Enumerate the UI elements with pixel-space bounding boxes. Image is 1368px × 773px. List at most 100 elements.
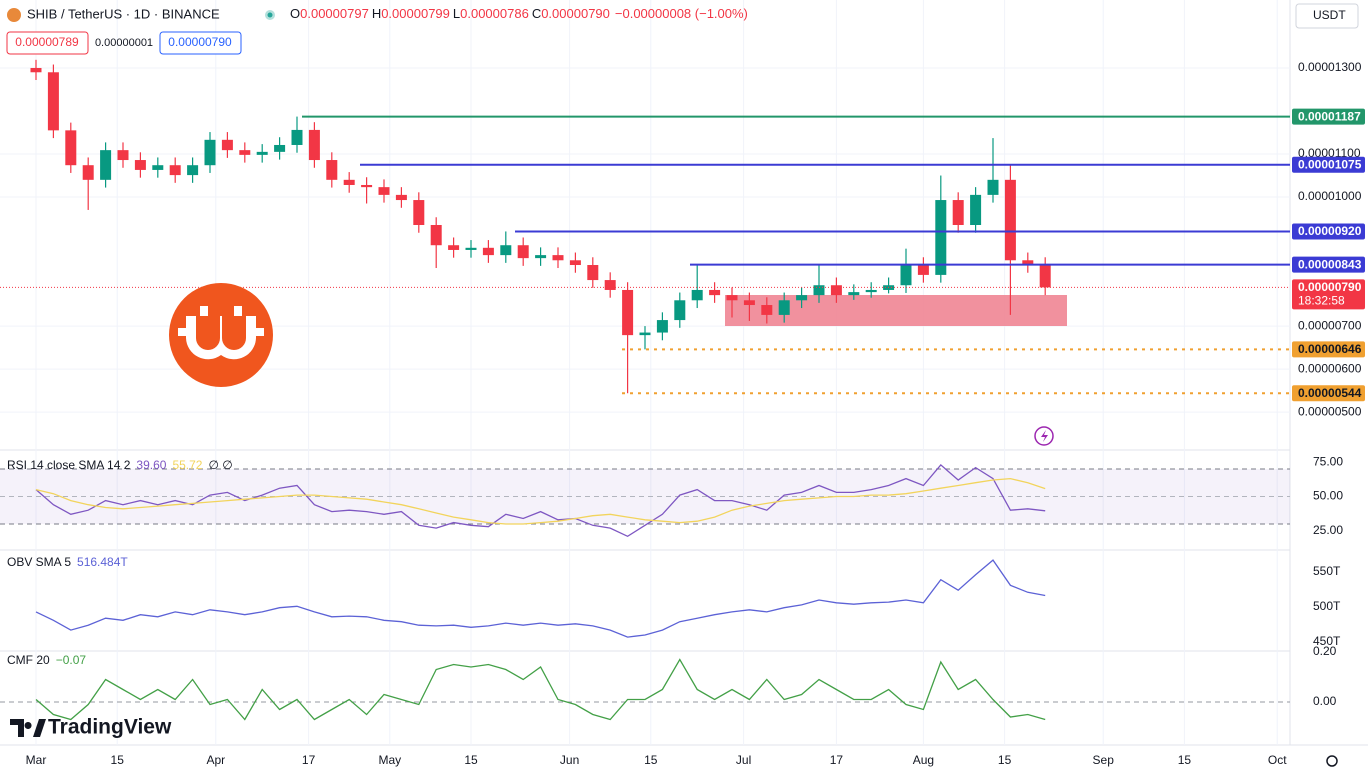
level-label: 0.00000843: [1298, 257, 1362, 271]
level-label-box: [1292, 385, 1365, 402]
candle-body: [517, 245, 529, 259]
x-tick-label: Aug: [913, 753, 934, 767]
level-label-box: [1292, 256, 1365, 273]
candle-body: [1022, 260, 1034, 266]
candle-body: [1004, 179, 1016, 261]
x-tick-label: 17: [302, 753, 316, 767]
candle-body: [274, 144, 286, 152]
candle-body: [65, 130, 77, 166]
indicator-title: OBV SMA 5 516.484T: [7, 555, 128, 569]
y-tick-label: 0.00001100: [1298, 146, 1361, 160]
x-tick-label: Apr: [206, 753, 225, 767]
ohlc-key: C: [532, 6, 541, 21]
x-tick-label: Oct: [1268, 753, 1287, 767]
candle-body: [117, 150, 129, 161]
candle-body: [691, 289, 703, 301]
y-tick-label: 0.00001300: [1298, 60, 1362, 74]
indicator-title: CMF 20 −0.07: [7, 653, 86, 667]
ohlc-key: H: [372, 6, 381, 21]
candle-body: [987, 179, 999, 195]
candle-body: [256, 151, 268, 155]
y-tick-label: 0.00: [1313, 694, 1337, 708]
ohlc-value: 0.00000790: [541, 6, 610, 21]
level-label: 0.00000920: [1298, 224, 1362, 238]
candle-body: [30, 67, 42, 73]
level-label: 0.00000646: [1298, 342, 1362, 356]
candle-body: [448, 245, 460, 250]
indicator-line: [35, 477, 1046, 525]
shib-logo-mark: [178, 306, 264, 360]
ohlc-key: O: [290, 6, 300, 21]
y-tick-label: 0.00000600: [1298, 361, 1362, 375]
candle-body: [569, 260, 581, 266]
candle-body: [308, 129, 320, 161]
indicator-name: OBV SMA 5: [7, 555, 71, 569]
candle-body: [187, 165, 199, 176]
x-tick-label: 15: [998, 753, 1012, 767]
candle-body: [778, 300, 790, 315]
settings-icon[interactable]: [1326, 755, 1338, 767]
level-label-box: [1292, 156, 1365, 173]
level-label-box: [1292, 223, 1365, 240]
brand-icon: [10, 719, 46, 737]
indicator-name: RSI 14 close SMA 14 2: [7, 458, 131, 472]
candle-body: [952, 200, 964, 225]
x-tick-label: Jul: [736, 753, 751, 767]
candle-body: [604, 280, 616, 290]
x-tick-label: Sep: [1093, 753, 1115, 767]
candle-body: [674, 300, 686, 321]
change: −0.00000008 (−1.00%): [615, 6, 748, 21]
y-tick-label: 0.20: [1313, 644, 1337, 658]
candle-body: [552, 255, 564, 261]
sell-box[interactable]: [6, 31, 89, 55]
grid-layer: [0, 0, 1290, 745]
x-tick-label: Mar: [26, 753, 47, 767]
candle-body: [761, 305, 773, 315]
currency-button[interactable]: [1295, 3, 1359, 29]
indicator-value: 516.484T: [77, 555, 128, 569]
candle-body: [1039, 265, 1051, 288]
candle-body: [239, 150, 251, 155]
candle-body: [465, 247, 477, 250]
candle-body: [204, 139, 216, 166]
level-label: 0.00000544: [1298, 386, 1362, 400]
candle-body: [100, 150, 112, 180]
candle-body: [743, 300, 755, 306]
candle-body: [326, 160, 338, 180]
indicator-line: [35, 559, 1046, 638]
indicator-line: [35, 658, 1046, 721]
ohlc-legend: O0.00000797 H0.00000799 L0.00000786 C0.0000…: [290, 6, 748, 21]
candle-body: [970, 194, 982, 225]
demand-zone: [725, 295, 1067, 326]
sell-price: 0.00000789: [15, 35, 79, 49]
candle-body: [709, 289, 721, 296]
x-tick-label: 17: [830, 753, 844, 767]
last-price-label: 0.00000790: [1298, 280, 1362, 294]
candle-body: [395, 194, 407, 201]
candle-body: [587, 265, 599, 281]
candle-body: [413, 200, 425, 225]
candle-body: [378, 187, 390, 195]
x-tick-label: 15: [464, 753, 478, 767]
y-tick-label: 550T: [1313, 564, 1341, 578]
indicator-value: 55.72: [172, 458, 202, 472]
indicator-value: 39.60: [136, 458, 166, 472]
y-tick-label: 50.00: [1313, 489, 1343, 503]
alert-icon[interactable]: [1034, 426, 1054, 446]
ohlc-value: 0.00000786: [460, 6, 529, 21]
x-tick-label: 15: [111, 753, 125, 767]
indicator-name: CMF 20: [7, 653, 50, 667]
candle-body: [82, 165, 94, 180]
alert-bolt: [1041, 430, 1048, 442]
level-label-box: [1292, 108, 1365, 125]
brand: TradingView: [48, 716, 172, 739]
level-label-box: [1292, 341, 1365, 358]
buy-box[interactable]: [159, 31, 242, 55]
candle-body: [221, 139, 233, 151]
candle-body: [622, 289, 634, 336]
candle-body: [134, 160, 146, 170]
ohlc-key: L: [453, 6, 460, 21]
candle-body: [900, 265, 912, 286]
market-status-dot: [267, 12, 273, 18]
